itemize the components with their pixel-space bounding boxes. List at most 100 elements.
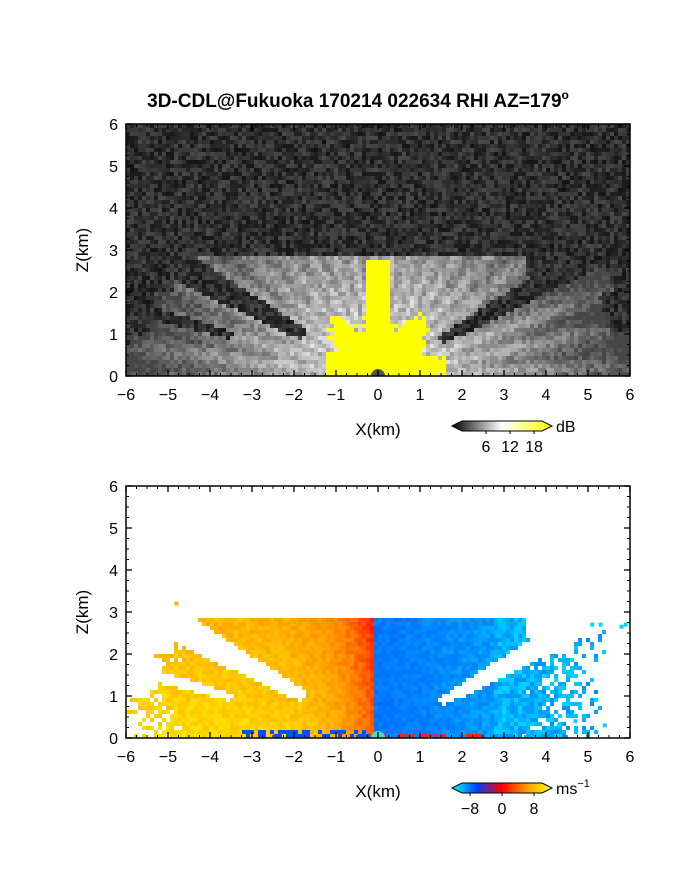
intensity-cell: [490, 160, 494, 164]
intensity-cell: [302, 280, 306, 284]
intensity-cell: [358, 224, 362, 228]
intensity-cell: [606, 264, 610, 268]
intensity-cell: [362, 124, 366, 128]
intensity-cell: [182, 156, 186, 160]
intensity-cell: [542, 236, 546, 240]
intensity-cell: [510, 256, 514, 260]
intensity-cell: [214, 228, 218, 232]
intensity-cell: [618, 164, 622, 168]
intensity-cell: [582, 268, 586, 272]
intensity-cell: [374, 236, 378, 240]
intensity-cell: [302, 132, 306, 136]
intensity-cell: [530, 240, 534, 244]
intensity-cell: [534, 132, 538, 136]
intensity-cell: [390, 252, 394, 256]
intensity-cell: [546, 176, 550, 180]
intensity-cell: [286, 144, 290, 148]
intensity-cell: [318, 268, 322, 272]
intensity-cell: [302, 152, 306, 156]
intensity-cell: [402, 184, 406, 188]
intensity-cell: [478, 160, 482, 164]
intensity-cell: [406, 204, 410, 208]
intensity-cell: [506, 188, 510, 192]
intensity-cell: [334, 136, 338, 140]
intensity-cell: [390, 240, 394, 244]
intensity-cell: [186, 144, 190, 148]
intensity-cell: [310, 244, 314, 248]
intensity-cell: [466, 216, 470, 220]
intensity-cell: [610, 192, 614, 196]
intensity-cell: [494, 188, 498, 192]
intensity-cell: [486, 220, 490, 224]
intensity-cell: [490, 148, 494, 152]
intensity-cell: [518, 184, 522, 188]
intensity-cell: [170, 276, 174, 280]
intensity-cell: [358, 256, 362, 260]
intensity-cell: [302, 176, 306, 180]
intensity-cell: [550, 272, 554, 276]
intensity-cell: [410, 164, 414, 168]
intensity-cell: [126, 124, 130, 128]
intensity-cell: [430, 248, 434, 252]
intensity-cell: [354, 124, 358, 128]
intensity-cell: [430, 280, 434, 284]
intensity-cell: [554, 140, 558, 144]
intensity-cell: [330, 204, 334, 208]
intensity-cell: [510, 176, 514, 180]
intensity-cell: [298, 232, 302, 236]
intensity-cell: [290, 244, 294, 248]
intensity-cell: [486, 244, 490, 248]
intensity-cell: [150, 264, 154, 268]
intensity-cell: [350, 156, 354, 160]
intensity-cell: [154, 160, 158, 164]
intensity-cell: [302, 160, 306, 164]
intensity-cell: [310, 228, 314, 232]
intensity-cell: [234, 132, 238, 136]
intensity-cell: [486, 204, 490, 208]
intensity-cell: [250, 160, 254, 164]
intensity-cell: [302, 268, 306, 272]
intensity-cell: [562, 168, 566, 172]
intensity-cell: [566, 256, 570, 260]
intensity-cell: [406, 144, 410, 148]
intensity-cell: [438, 192, 442, 196]
intensity-cell: [258, 144, 262, 148]
intensity-cell: [418, 168, 422, 172]
intensity-cell: [138, 224, 142, 228]
intensity-cell: [254, 272, 258, 276]
intensity-cell: [590, 188, 594, 192]
intensity-cell: [278, 180, 282, 184]
intensity-cell: [186, 184, 190, 188]
intensity-field: [126, 124, 630, 376]
intensity-cell: [542, 168, 546, 172]
intensity-cell: [530, 192, 534, 196]
intensity-cell: [578, 252, 582, 256]
intensity-cell: [238, 124, 242, 128]
intensity-cell: [622, 236, 626, 240]
intensity-cell: [626, 160, 630, 164]
intensity-cell: [298, 156, 302, 160]
intensity-cell: [322, 220, 326, 224]
intensity-cell: [194, 256, 198, 260]
intensity-cell: [178, 240, 182, 244]
intensity-cell: [606, 204, 610, 208]
intensity-cell: [198, 248, 202, 252]
intensity-cell: [386, 164, 390, 168]
intensity-cell: [126, 160, 130, 164]
intensity-cell: [490, 256, 494, 260]
intensity-cell: [582, 240, 586, 244]
intensity-cell: [546, 148, 550, 152]
intensity-cell: [570, 180, 574, 184]
intensity-cell: [286, 260, 290, 264]
intensity-cell: [510, 200, 514, 204]
intensity-cell: [138, 148, 142, 152]
intensity-cell: [470, 140, 474, 144]
intensity-cell: [194, 180, 198, 184]
intensity-cell: [142, 220, 146, 224]
intensity-cell: [502, 272, 506, 276]
intensity-cell: [146, 140, 150, 144]
intensity-cell: [194, 188, 198, 192]
intensity-cell: [134, 248, 138, 252]
intensity-cell: [254, 228, 258, 232]
intensity-cell: [398, 236, 402, 240]
